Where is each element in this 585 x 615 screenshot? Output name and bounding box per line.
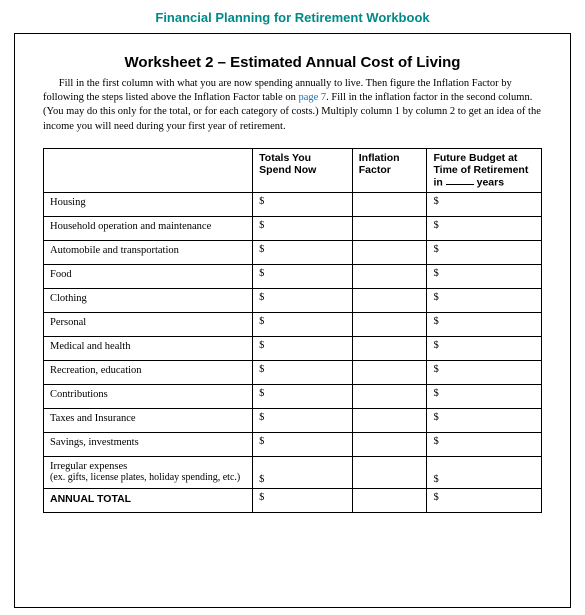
cell-future[interactable]: $ — [427, 240, 542, 264]
table-row: Food$$ — [44, 264, 542, 288]
cell-future[interactable]: $ — [427, 384, 542, 408]
cell-spend-now[interactable]: $ — [253, 240, 353, 264]
table-row: Automobile and transportation$$ — [44, 240, 542, 264]
cell-spend-now[interactable]: $ — [253, 288, 353, 312]
row-label: Household operation and maintenance — [44, 216, 253, 240]
cell-spend-now[interactable]: $ — [253, 264, 353, 288]
table-row: Clothing$$ — [44, 288, 542, 312]
table-row: Savings, investments$$ — [44, 432, 542, 456]
cell-inflation[interactable] — [352, 456, 427, 488]
table-row: Personal$$ — [44, 312, 542, 336]
table-row: Recreation, education$$ — [44, 360, 542, 384]
page-link[interactable]: page 7 — [298, 92, 326, 103]
worksheet-title: Worksheet 2 – Estimated Annual Cost of L… — [43, 54, 542, 71]
table-row: Household operation and maintenance$$ — [44, 216, 542, 240]
row-label: Taxes and Insurance — [44, 408, 253, 432]
cell-inflation[interactable] — [352, 216, 427, 240]
cell-spend-now[interactable]: $ — [253, 456, 353, 488]
cell-spend-now[interactable]: $ — [253, 432, 353, 456]
cell-future[interactable]: $ — [427, 312, 542, 336]
table-row-irregular: Irregular expenses(ex. gifts, license pl… — [44, 456, 542, 488]
cell-inflation[interactable] — [352, 488, 427, 512]
years-blank[interactable] — [446, 176, 474, 185]
cell-future[interactable]: $ — [427, 264, 542, 288]
row-label: Personal — [44, 312, 253, 336]
row-label: Savings, investments — [44, 432, 253, 456]
row-label: Contributions — [44, 384, 253, 408]
cell-inflation[interactable] — [352, 264, 427, 288]
future-budget-line1: Future Budget at Time of Retirement — [433, 152, 528, 176]
future-budget-years: years — [477, 176, 504, 188]
cell-future[interactable]: $ — [427, 336, 542, 360]
cell-future[interactable]: $ — [427, 192, 542, 216]
cell-spend-now[interactable]: $ — [253, 312, 353, 336]
table-row: Taxes and Insurance$$ — [44, 408, 542, 432]
col-header-spend-now: Totals You Spend Now — [253, 148, 353, 192]
cell-spend-now[interactable]: $ — [253, 192, 353, 216]
cell-future[interactable]: $ — [427, 456, 542, 488]
col-header-inflation: Inflation Factor — [352, 148, 427, 192]
cell-inflation[interactable] — [352, 288, 427, 312]
cell-spend-now[interactable]: $ — [253, 408, 353, 432]
cell-future[interactable]: $ — [427, 432, 542, 456]
cost-of-living-table: Totals You Spend Now Inflation Factor Fu… — [43, 148, 542, 513]
table-row: Medical and health$$ — [44, 336, 542, 360]
cell-inflation[interactable] — [352, 192, 427, 216]
cell-future[interactable]: $ — [427, 408, 542, 432]
row-label: Automobile and transportation — [44, 240, 253, 264]
table-row: Contributions$$ — [44, 384, 542, 408]
cell-spend-now[interactable]: $ — [253, 336, 353, 360]
cell-future[interactable]: $ — [427, 216, 542, 240]
col-header-future-budget: Future Budget at Time of Retirement in y… — [427, 148, 542, 192]
row-label: Medical and health — [44, 336, 253, 360]
cell-future[interactable]: $ — [427, 488, 542, 512]
header-row: Totals You Spend Now Inflation Factor Fu… — [44, 148, 542, 192]
cell-future[interactable]: $ — [427, 288, 542, 312]
row-label-total: ANNUAL TOTAL — [44, 488, 253, 512]
workbook-header: Financial Planning for Retirement Workbo… — [0, 0, 585, 33]
row-label-irregular: Irregular expenses(ex. gifts, license pl… — [44, 456, 253, 488]
cell-spend-now[interactable]: $ — [253, 384, 353, 408]
cell-inflation[interactable] — [352, 408, 427, 432]
cell-inflation[interactable] — [352, 384, 427, 408]
cell-spend-now[interactable]: $ — [253, 488, 353, 512]
cell-inflation[interactable] — [352, 312, 427, 336]
cell-inflation[interactable] — [352, 336, 427, 360]
row-label: Food — [44, 264, 253, 288]
row-label: Clothing — [44, 288, 253, 312]
cell-inflation[interactable] — [352, 360, 427, 384]
cell-spend-now[interactable]: $ — [253, 360, 353, 384]
col-header-blank — [44, 148, 253, 192]
cell-inflation[interactable] — [352, 240, 427, 264]
table-row-total: ANNUAL TOTAL$$ — [44, 488, 542, 512]
instructions-paragraph: Fill in the first column with what you a… — [43, 77, 542, 134]
row-label: Recreation, education — [44, 360, 253, 384]
cell-inflation[interactable] — [352, 432, 427, 456]
worksheet-frame: Worksheet 2 – Estimated Annual Cost of L… — [14, 33, 571, 608]
row-label: Housing — [44, 192, 253, 216]
future-budget-in: in — [433, 176, 442, 188]
cell-spend-now[interactable]: $ — [253, 216, 353, 240]
cell-future[interactable]: $ — [427, 360, 542, 384]
table-row: Housing$$ — [44, 192, 542, 216]
